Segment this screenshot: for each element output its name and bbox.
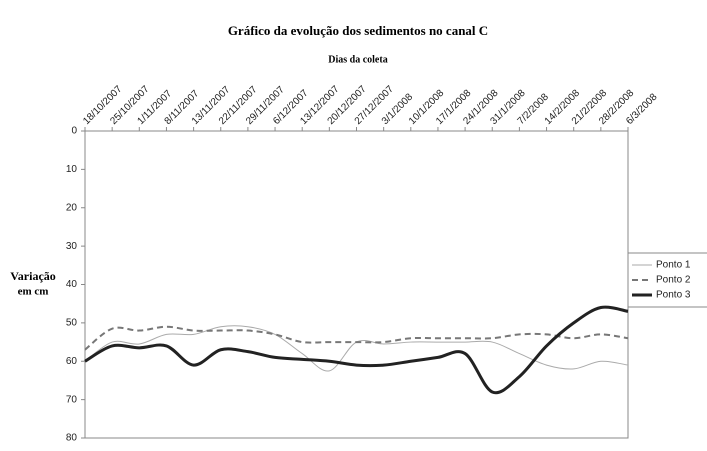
legend-label: Ponto 3 [656,290,691,301]
x-axis-title: Dias da coleta [328,54,387,65]
y-tick-label: 30 [66,241,78,252]
chart-title: Gráfico da evolução dos sedimentos no ca… [228,23,488,38]
legend-label: Ponto 1 [656,260,691,271]
y-tick-label: 80 [66,433,78,444]
series-line [84,305,629,395]
legend [627,252,707,308]
y-axis-title: Variação [10,269,56,283]
plot-area [84,130,629,439]
y-tick-label: 0 [71,126,77,137]
series-line [84,325,629,351]
y-tick-label: 70 [66,394,78,405]
y-tick-label: 20 [66,202,78,213]
y-tick-label: 10 [66,164,78,175]
y-tick-label: 40 [66,279,78,290]
y-tick-label: 50 [66,318,78,329]
legend-label: Ponto 2 [656,275,691,286]
y-axis-title: em cm [18,286,49,298]
y-tick-label: 60 [66,356,78,367]
